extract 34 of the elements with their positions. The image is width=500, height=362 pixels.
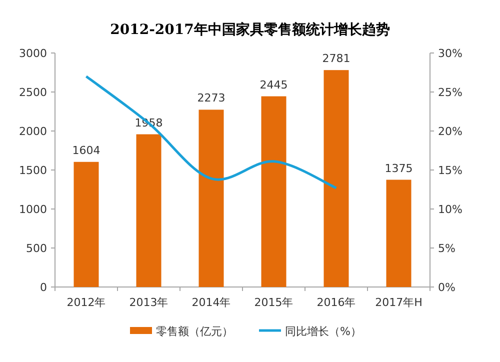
y2-tick-label: 5% [438, 242, 456, 255]
y2-tick-label: 0% [438, 281, 456, 294]
y-tick-label: 500 [26, 242, 47, 255]
legend-label: 零售额（亿元） [156, 325, 233, 338]
bar [74, 162, 99, 287]
y-tick-label: 2500 [19, 86, 47, 99]
x-tick-label: 2017年H [375, 296, 422, 309]
y-tick-label: 1500 [19, 164, 47, 177]
x-tick-label: 2012年 [66, 296, 106, 309]
bar [261, 96, 286, 287]
x-tick-label: 2015年 [254, 296, 294, 309]
y-tick-label: 1000 [19, 203, 47, 216]
data-label: 2273 [197, 92, 226, 105]
y2-tick-label: 20% [438, 125, 462, 138]
y-tick-label: 0 [40, 281, 47, 294]
data-label: 2781 [322, 52, 350, 66]
data-label: 1604 [72, 144, 100, 157]
y2-tick-label: 15% [438, 164, 462, 177]
x-tick-label: 2013年 [129, 296, 168, 309]
legend-label: 同比增长（%） [285, 325, 362, 338]
chart-title: 2012-2017年中国家具零售额统计增长趋势 [110, 21, 390, 38]
x-tick-label: 2016年 [316, 296, 356, 309]
y2-tick-label: 10% [438, 203, 462, 216]
y2-tick-label: 30% [438, 47, 462, 60]
data-label: 1375 [384, 162, 413, 175]
bar [198, 110, 224, 287]
x-tick-label: 2014年 [192, 296, 231, 309]
data-label: 2445 [260, 78, 288, 92]
y-tick-label: 2000 [19, 125, 47, 138]
bar [136, 134, 162, 287]
y2-tick-label: 25% [438, 86, 462, 99]
bar [386, 180, 412, 287]
y-tick-label: 3000 [19, 47, 47, 60]
bar [324, 70, 349, 287]
